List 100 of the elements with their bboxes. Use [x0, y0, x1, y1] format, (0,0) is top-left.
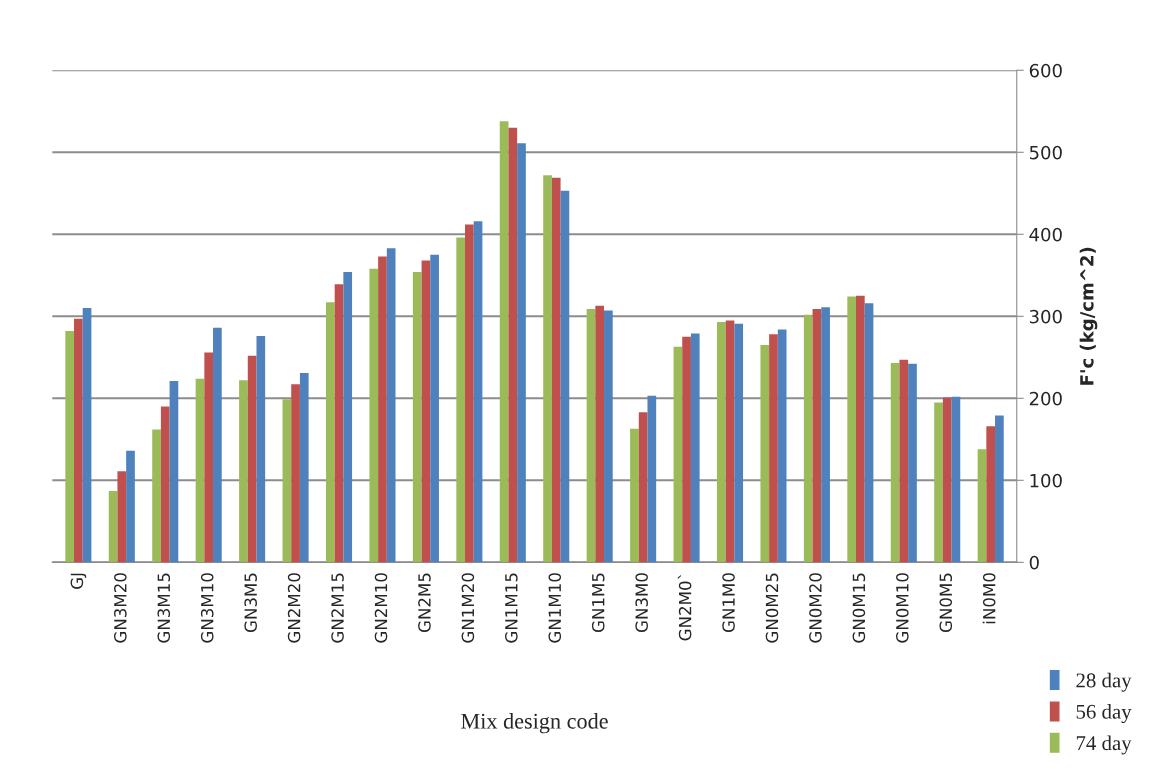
bar: [986, 426, 996, 563]
bar: [647, 395, 657, 563]
bar: [847, 296, 857, 563]
bar: [430, 254, 439, 563]
bar: [777, 329, 787, 563]
x-tick-label: GN0M25: [765, 573, 779, 643]
bar: [725, 320, 735, 563]
x-tick-label: GN3M5: [244, 573, 257, 633]
y-tick-label: 200: [1029, 391, 1062, 406]
x-tick-label: GN2M10: [374, 573, 388, 643]
bar: [108, 490, 118, 563]
bar: [977, 449, 987, 563]
bar: [951, 396, 961, 563]
bar: [282, 399, 292, 563]
bar: [604, 310, 613, 563]
x-tick-label: GN3M0: [635, 573, 648, 633]
bar: [630, 428, 639, 563]
bar: [160, 406, 170, 563]
bar: [239, 380, 248, 563]
bar: [682, 336, 691, 563]
bar: [690, 333, 700, 563]
bar: [247, 355, 257, 563]
bar: [126, 450, 135, 563]
bar: [803, 314, 813, 563]
bar: [638, 412, 648, 563]
legend-label: 28 day: [1076, 672, 1132, 692]
x-tick-label: GN0M10: [896, 573, 909, 643]
bar: [508, 127, 518, 563]
x-tick-label: GN3M10: [200, 573, 214, 643]
bar: [473, 221, 483, 563]
x-tick-label: GN2M0`: [677, 575, 692, 641]
bar: [152, 429, 161, 563]
bar: [291, 384, 300, 563]
x-tick-label: GN0M20: [809, 573, 822, 643]
bar: [942, 397, 952, 563]
legend-label: 74 day: [1076, 735, 1132, 755]
bar: [864, 303, 874, 563]
x-tick-label: GN3M15: [157, 573, 171, 643]
bar: [465, 224, 474, 563]
bar: [899, 359, 909, 563]
x-tick-label: GN1M0: [722, 573, 735, 633]
bar: [499, 121, 509, 563]
bar: [456, 237, 466, 563]
bar: [517, 143, 526, 563]
bar: [995, 415, 1004, 563]
y-tick-label: 500: [1029, 145, 1062, 160]
bar: [412, 272, 422, 563]
x-tick-label: GN2M5: [418, 573, 431, 633]
bar: [204, 352, 214, 563]
bar: [325, 302, 335, 563]
x-tick-label: iN0M0: [982, 573, 996, 624]
y-tick-label: 400: [1029, 227, 1062, 242]
x-axis-title: Mix design code: [461, 713, 608, 734]
x-tick-label: GN1M5: [591, 573, 605, 633]
bar: [586, 308, 596, 563]
bar: [421, 260, 431, 563]
bar: [378, 256, 387, 563]
y-tick-label: 300: [1029, 309, 1062, 324]
bar: [195, 378, 205, 563]
bar: [117, 471, 127, 563]
bar: [343, 272, 353, 563]
bar: [856, 295, 865, 563]
bar: [543, 175, 552, 563]
y-tick-label: 0: [1029, 555, 1039, 570]
bar: [716, 322, 726, 563]
y-axis-title: F'c (kg/cm^2): [1079, 247, 1098, 385]
x-tick-label: GN0M15: [852, 573, 866, 643]
bar: [299, 372, 309, 563]
bar: [673, 346, 683, 563]
bar: [934, 402, 943, 563]
bar: [386, 248, 396, 563]
bar: [334, 284, 344, 563]
legend-label: 56 day: [1076, 704, 1132, 724]
bar: [560, 190, 570, 563]
bar: [595, 305, 605, 563]
x-tick-label: GN2M15: [331, 573, 344, 643]
bar: [769, 334, 778, 563]
x-tick-label: GN2M20: [287, 573, 301, 643]
x-tick-label: GN3M20: [114, 573, 127, 643]
y-tick-label: 100: [1030, 473, 1062, 488]
x-tick-label: GN1M20: [461, 573, 475, 643]
x-tick-label: GN1M10: [548, 573, 562, 643]
bar: [734, 323, 744, 563]
bar: [82, 308, 92, 563]
bar: [256, 335, 266, 563]
bar: [74, 318, 83, 563]
bar: [890, 363, 900, 563]
bar: [812, 308, 822, 563]
bar: [908, 363, 917, 563]
y-tick-label: 600: [1029, 63, 1062, 78]
bar: [213, 327, 222, 563]
x-tick-label: GN1M15: [505, 573, 518, 643]
bar: [760, 345, 770, 563]
x-tick-label: GJ: [70, 573, 87, 589]
bar: [821, 307, 830, 563]
x-tick-label: GN0M5: [939, 573, 953, 633]
bar: [551, 177, 561, 563]
bar: [65, 331, 75, 563]
bar: [169, 381, 179, 563]
bar: [369, 268, 379, 563]
